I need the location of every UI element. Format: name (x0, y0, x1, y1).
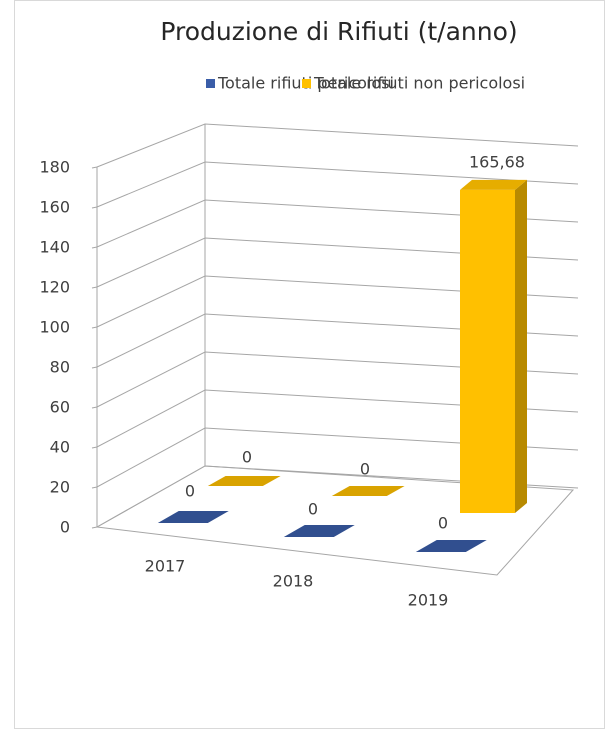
y-tick-label: 60 (50, 398, 70, 417)
legend-swatch (302, 79, 311, 88)
data-label: 165,68 (469, 153, 525, 172)
grid-line (91, 275, 579, 329)
y-tick-label: 80 (50, 358, 70, 377)
bar-side (515, 179, 527, 513)
grid-line (91, 465, 579, 529)
bar (283, 525, 355, 537)
bar-front (460, 189, 515, 513)
grid-line (91, 123, 579, 169)
bar (460, 179, 527, 513)
grid-line (91, 389, 579, 449)
data-label: 0 (438, 514, 448, 533)
bar-top (207, 476, 281, 486)
data-label: 0 (242, 448, 252, 467)
x-tick-label: 2017 (145, 557, 186, 576)
data-label: 0 (308, 500, 318, 519)
x-tick-label: 2018 (273, 572, 314, 591)
data-label: 0 (360, 460, 370, 479)
grid-line (91, 199, 579, 249)
bar (157, 511, 229, 523)
grid-line (91, 351, 579, 409)
legend-label: Totale rifiuti non pericolosi (313, 74, 525, 93)
bar-top (157, 511, 229, 523)
bar-top (460, 179, 527, 190)
x-tick-label: 2019 (408, 591, 449, 610)
bar-top (283, 525, 355, 537)
grid-line (91, 237, 579, 289)
bar (331, 486, 405, 496)
y-tick-label: 100 (39, 318, 70, 337)
y-tick-label: 0 (60, 518, 70, 537)
y-tick-label: 140 (39, 238, 70, 257)
y-tick-label: 180 (39, 158, 70, 177)
data-label: 0 (185, 482, 195, 501)
grid-line (91, 161, 579, 209)
y-tick-label: 160 (39, 198, 70, 217)
bar-top (415, 540, 487, 552)
chart-title: Produzione di Rifiuti (t/anno) (160, 17, 517, 46)
grid-line (91, 313, 579, 369)
y-tick-label: 40 (50, 438, 70, 457)
bar-top (331, 486, 405, 496)
bar (415, 540, 487, 552)
legend-swatch (206, 79, 215, 88)
y-tick-label: 20 (50, 478, 70, 497)
grid-line (91, 427, 579, 489)
y-tick-label: 120 (39, 278, 70, 297)
bar (207, 476, 281, 486)
